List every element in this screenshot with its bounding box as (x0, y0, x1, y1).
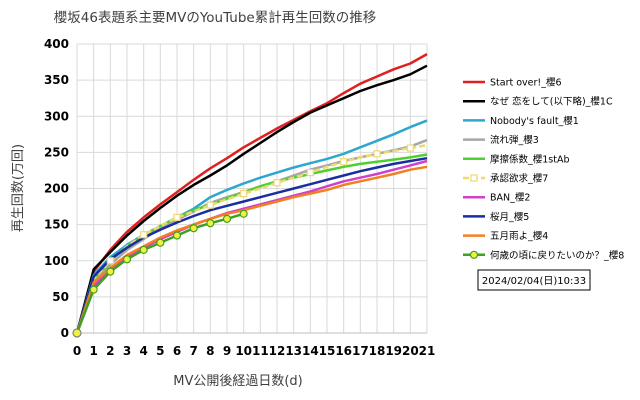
legend-label: 桜月_櫻5 (490, 211, 529, 223)
series-9-marker (122, 255, 132, 264)
y-axis-title: 再生回数(万回) (11, 144, 26, 232)
y-tick-label: 50 (52, 290, 69, 304)
legend-item: 摩擦係数_櫻1stAb (463, 153, 570, 165)
x-tick-label: 11 (252, 344, 269, 358)
series-lines (75, 53, 428, 334)
x-tick-label: 4 (139, 344, 147, 358)
y-tick-label: 150 (44, 218, 69, 232)
series-9-marker (172, 231, 182, 240)
x-tick-label: 6 (173, 344, 181, 358)
series-5-marker (306, 169, 314, 177)
legend: Start over!_櫻6 なぜ 恋をして(以下略)_櫻1C Nobody's f… (463, 77, 624, 261)
legend-label: 承認欲求_櫻7 (490, 173, 548, 185)
legend-label: 流れ弾_櫻3 (490, 134, 539, 146)
series-line-7 (75, 156, 428, 334)
series-5-marker (106, 257, 114, 265)
x-tick-label: 21 (419, 344, 436, 358)
x-tick-label: 1 (89, 344, 97, 358)
legend-label: Start over!_櫻6 (490, 77, 562, 89)
legend-label: なぜ 恋をして(以下略)_櫻1C (490, 96, 613, 108)
x-tick-label: 17 (352, 344, 369, 358)
legend-marker (469, 250, 479, 259)
legend-label: Nobody's fault_櫻1 (490, 115, 579, 127)
origin-marker (72, 328, 82, 338)
x-tick-label: 10 (235, 344, 252, 358)
series-line-8 (75, 165, 428, 334)
series-9-marker (206, 219, 215, 228)
chart-title: 櫻坂46表題系主要MVのYouTube累計再生回数の推移 (54, 9, 376, 26)
series-line-5 (75, 143, 428, 334)
y-tick-label: 400 (44, 37, 69, 51)
legend-item: 何歳の頃に戻りたいのか？_櫻8 (463, 249, 624, 261)
legend-item: 五月雨よ_櫻4 (463, 230, 548, 242)
legend-label: 摩擦係数_櫻1stAb (490, 153, 570, 165)
series-9-marker (239, 209, 248, 218)
series-5-marker (373, 150, 381, 158)
y-tick-label: 100 (44, 254, 69, 268)
legend-item: 桜月_櫻5 (463, 211, 529, 223)
date-annotation: 2024/02/04(日)10:33 (477, 269, 591, 291)
y-tick-label: 250 (44, 145, 69, 159)
date-annotation-box (477, 269, 591, 291)
grid (76, 43, 428, 334)
legend-label: 五月雨よ_櫻4 (490, 230, 548, 242)
legend-item: 流れ弾_櫻3 (463, 134, 539, 146)
x-tick-label: 8 (206, 344, 214, 358)
y-tick-label: 300 (44, 109, 69, 123)
x-tick-label: 9 (223, 344, 231, 358)
x-tick-label: 16 (335, 344, 352, 358)
x-tick-label: 5 (156, 344, 164, 358)
x-tick-label: 20 (402, 344, 419, 358)
series-9-marker (189, 224, 198, 233)
series-9-marker (106, 267, 115, 276)
legend-item: なぜ 恋をして(以下略)_櫻1C (463, 96, 613, 108)
x-axis-title: MV公開後経過日数(d) (173, 374, 303, 389)
legend-item: BAN_櫻2 (463, 192, 530, 204)
date-annotation-text: 2024/02/04(日)10:33 (482, 276, 586, 287)
x-tick-label: 12 (269, 344, 286, 358)
series-5-marker (273, 179, 281, 187)
legend-item: Nobody's fault_櫻1 (463, 115, 579, 127)
series-5-marker (240, 189, 248, 198)
series-5-marker (340, 158, 348, 166)
x-tick-label: 7 (189, 344, 197, 358)
legend-item: 承認欲求_櫻7 (463, 173, 548, 185)
x-tick-label: 3 (123, 344, 131, 358)
series-5-marker (140, 231, 148, 239)
legend-label: 何歳の頃に戻りたいのか？_櫻8 (490, 249, 624, 261)
x-tick-label: 13 (285, 344, 302, 358)
legend-item: Start over!_櫻6 (463, 77, 562, 89)
series-9-marker (156, 238, 165, 247)
y-tick-label: 0 (61, 326, 69, 340)
series-9-marker (89, 285, 98, 294)
x-tick-label: 0 (73, 344, 81, 358)
series-5-marker (173, 213, 181, 221)
x-tick-label: 14 (302, 344, 319, 358)
series-line-6 (75, 159, 428, 334)
y-tick-label: 350 (44, 73, 69, 87)
x-tick-label: 2 (106, 344, 114, 358)
series-9-marker (222, 214, 232, 223)
x-tick-label: 15 (319, 344, 336, 358)
series-line-1 (75, 64, 428, 334)
y-tick-label: 200 (44, 182, 69, 196)
series-9-marker (139, 245, 148, 255)
legend-marker (470, 174, 478, 182)
x-tick-label: 19 (385, 344, 402, 358)
series-markers (72, 144, 414, 338)
series-5-marker (206, 201, 214, 209)
x-tick-label: 18 (369, 344, 386, 358)
series-5-marker (406, 144, 414, 152)
series-line-0 (75, 53, 428, 334)
legend-label: BAN_櫻2 (490, 192, 530, 204)
